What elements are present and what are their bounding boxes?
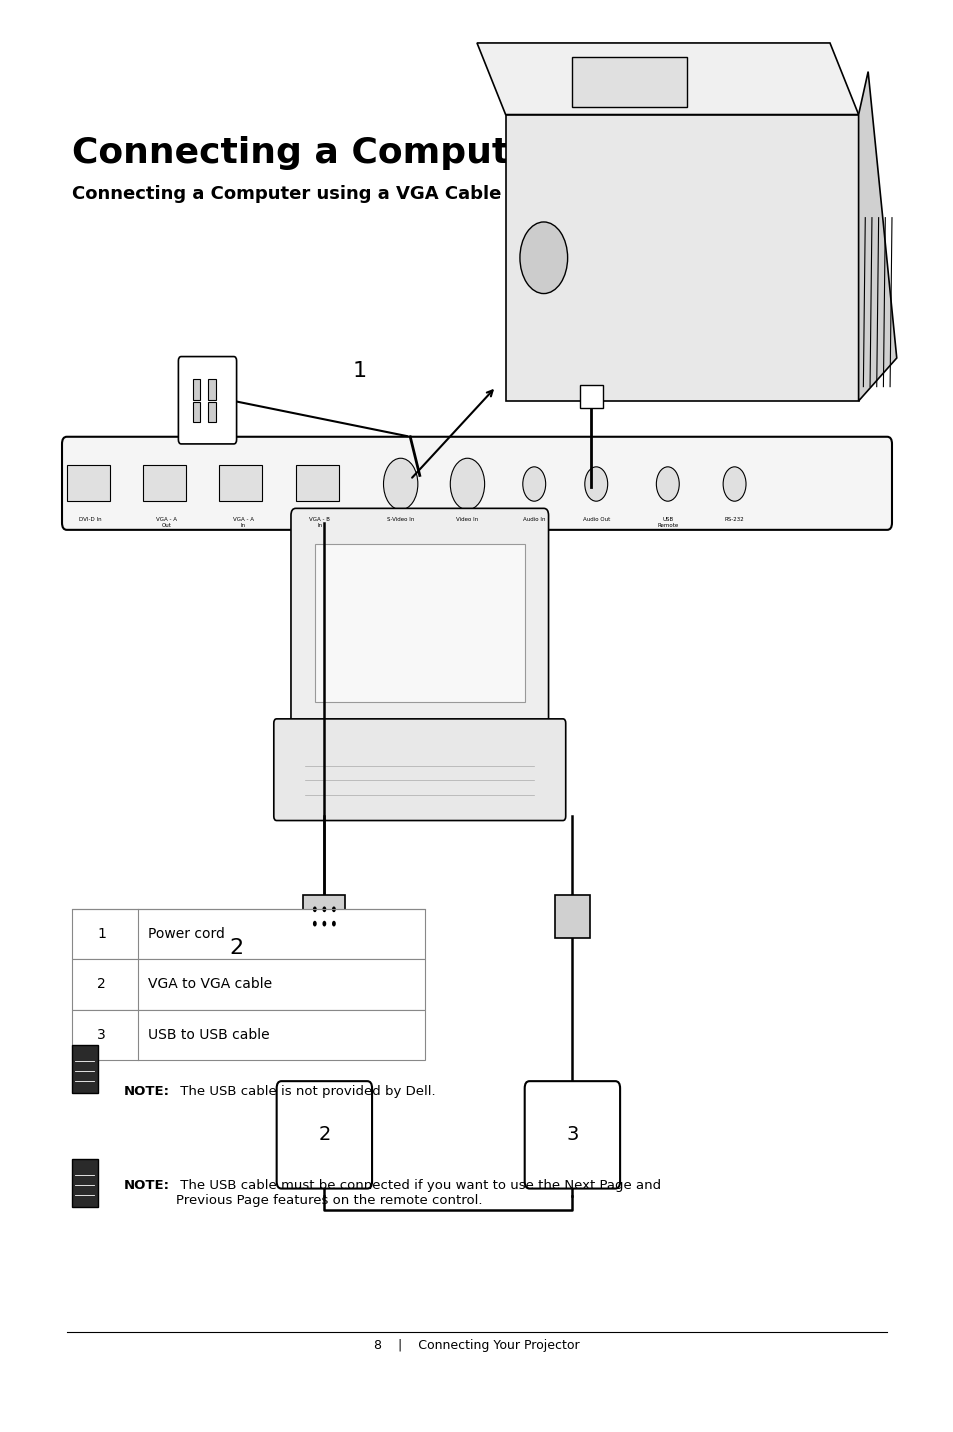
Text: USB
Remote: USB Remote bbox=[657, 517, 678, 528]
Text: NOTE:: NOTE: bbox=[124, 1179, 170, 1191]
Text: 8    |    Connecting Your Projector: 8 | Connecting Your Projector bbox=[374, 1339, 579, 1352]
FancyBboxPatch shape bbox=[579, 385, 602, 408]
Polygon shape bbox=[505, 115, 858, 401]
FancyBboxPatch shape bbox=[276, 1081, 372, 1189]
Text: Audio In: Audio In bbox=[522, 517, 545, 521]
FancyBboxPatch shape bbox=[62, 437, 891, 530]
Text: S-Video In: S-Video In bbox=[387, 517, 414, 521]
FancyBboxPatch shape bbox=[291, 508, 548, 737]
Circle shape bbox=[722, 467, 745, 501]
Bar bbox=[295, 465, 338, 501]
Text: Video In: Video In bbox=[456, 517, 478, 521]
Bar bbox=[143, 465, 186, 501]
Text: VGA - A
Out: VGA - A Out bbox=[156, 517, 177, 528]
Text: Connecting a Computer using a VGA Cable: Connecting a Computer using a VGA Cable bbox=[71, 185, 500, 203]
Bar bbox=[67, 465, 110, 501]
Circle shape bbox=[450, 458, 484, 510]
Circle shape bbox=[584, 467, 607, 501]
Text: DVI-D In: DVI-D In bbox=[79, 517, 102, 521]
Text: 1: 1 bbox=[97, 928, 106, 941]
Circle shape bbox=[519, 222, 567, 294]
FancyBboxPatch shape bbox=[178, 357, 236, 444]
Bar bbox=[71, 959, 424, 1010]
Circle shape bbox=[383, 458, 417, 510]
FancyBboxPatch shape bbox=[71, 1158, 98, 1207]
Text: Audio Out: Audio Out bbox=[582, 517, 609, 521]
Bar bbox=[314, 544, 524, 702]
FancyBboxPatch shape bbox=[303, 895, 345, 938]
Circle shape bbox=[656, 467, 679, 501]
Text: 3: 3 bbox=[566, 1124, 578, 1144]
Circle shape bbox=[322, 906, 326, 912]
Text: VGA - A
In: VGA - A In bbox=[233, 517, 253, 528]
Circle shape bbox=[313, 921, 316, 927]
Text: Connecting a Computer: Connecting a Computer bbox=[71, 136, 551, 170]
FancyBboxPatch shape bbox=[71, 1044, 98, 1093]
Text: 3: 3 bbox=[97, 1028, 106, 1041]
Bar bbox=[208, 402, 215, 422]
Bar bbox=[208, 379, 215, 400]
Text: 2: 2 bbox=[229, 938, 243, 958]
FancyBboxPatch shape bbox=[524, 1081, 619, 1189]
Bar bbox=[193, 379, 200, 400]
Text: Power cord: Power cord bbox=[148, 928, 225, 941]
Bar bbox=[71, 1010, 424, 1060]
Circle shape bbox=[313, 906, 316, 912]
Bar bbox=[71, 909, 424, 959]
Polygon shape bbox=[476, 43, 858, 115]
Circle shape bbox=[332, 906, 335, 912]
Text: VGA - B
In: VGA - B In bbox=[309, 517, 330, 528]
FancyBboxPatch shape bbox=[572, 57, 686, 107]
Text: NOTE:: NOTE: bbox=[124, 1085, 170, 1098]
Text: RS-232: RS-232 bbox=[724, 517, 743, 521]
Text: 2: 2 bbox=[318, 1124, 330, 1144]
Text: VGA to VGA cable: VGA to VGA cable bbox=[148, 978, 272, 991]
FancyBboxPatch shape bbox=[555, 895, 589, 938]
Circle shape bbox=[322, 921, 326, 927]
Text: 1: 1 bbox=[353, 361, 367, 381]
Text: 2: 2 bbox=[97, 978, 106, 991]
Text: USB to USB cable: USB to USB cable bbox=[148, 1028, 269, 1041]
Text: The USB cable is not provided by Dell.: The USB cable is not provided by Dell. bbox=[176, 1085, 436, 1098]
Circle shape bbox=[522, 467, 545, 501]
Bar bbox=[193, 402, 200, 422]
FancyBboxPatch shape bbox=[274, 719, 565, 821]
Circle shape bbox=[332, 921, 335, 927]
Text: The USB cable must be connected if you want to use the Next Page and
Previous Pa: The USB cable must be connected if you w… bbox=[176, 1179, 661, 1207]
Polygon shape bbox=[858, 72, 896, 401]
Bar bbox=[219, 465, 262, 501]
